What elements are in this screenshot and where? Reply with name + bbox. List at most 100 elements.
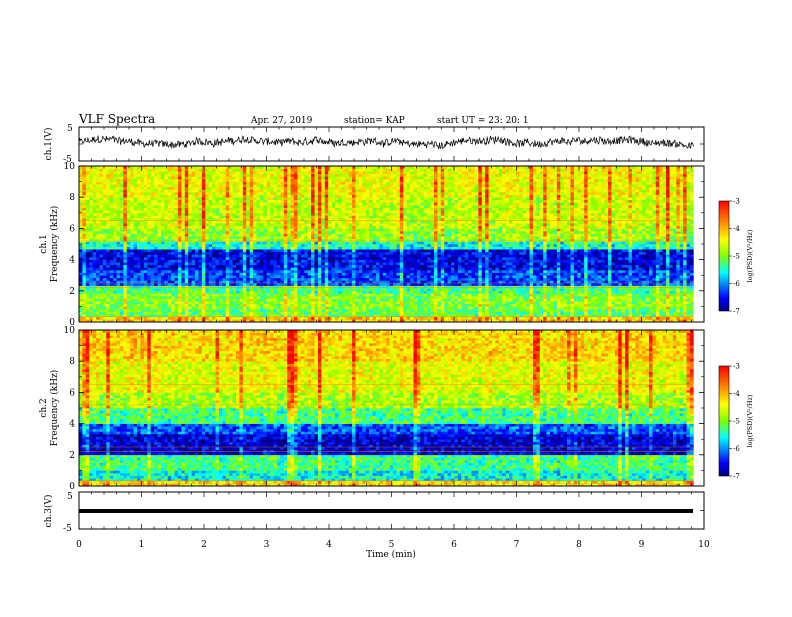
spectrogram-cell [219, 265, 223, 268]
spectrogram-cell [205, 267, 209, 270]
spectrogram-cell [359, 275, 363, 278]
spectrogram-cell [335, 304, 339, 307]
spectrogram-cell [512, 304, 516, 307]
spectrogram-cell [461, 278, 465, 281]
spectrogram-cell [608, 267, 612, 270]
spectrogram-cell [506, 304, 510, 307]
spectrogram-cell [652, 257, 656, 260]
spectrogram-cell [263, 267, 267, 270]
spectrogram-cell [202, 301, 206, 304]
spectrogram-cell [246, 283, 250, 286]
spectrogram-cell [134, 260, 138, 263]
spectrogram-cell [437, 309, 441, 312]
spectrogram-cell [304, 267, 308, 270]
spectrogram-cell [451, 262, 455, 265]
spectrogram-cell [352, 278, 356, 281]
spectrogram-cell [434, 270, 438, 273]
spectrogram-cell [82, 293, 86, 296]
spectrogram-cell [659, 262, 663, 265]
spectrogram-cell [205, 262, 209, 265]
spectrogram-cell [594, 304, 598, 307]
spectrogram-cell [369, 254, 373, 257]
spectrogram-cell [379, 267, 383, 270]
spectrogram-cell [680, 267, 684, 270]
spectrogram-cell [342, 262, 346, 265]
spectrogram-cell [318, 278, 322, 281]
spectrogram-cell [243, 301, 247, 304]
spectrogram-cell [680, 306, 684, 309]
spectrogram-cell [649, 296, 653, 299]
spectrogram-cell [581, 286, 585, 289]
spectrogram-cell [540, 309, 544, 312]
spectrogram-cell [294, 273, 298, 276]
spectrogram-cell [495, 275, 499, 278]
spectrogram-cell [192, 317, 196, 320]
spectrogram-cell [188, 286, 192, 289]
spectrogram-cell [147, 262, 151, 265]
spectrogram-cell [468, 254, 472, 257]
spectrogram-cell [659, 252, 663, 255]
spectrogram-cell [444, 317, 448, 320]
spectrogram-cell [123, 252, 127, 255]
spectrogram-cell [287, 317, 291, 320]
spectrogram-cell [325, 299, 329, 302]
spectrogram-cell [140, 257, 144, 260]
spectrogram-cell [134, 291, 138, 294]
spectrogram-cell [530, 299, 534, 302]
spectrogram-cell [622, 301, 626, 304]
spectrogram-cell [99, 257, 103, 260]
spectrogram-cell [465, 296, 469, 299]
spectrogram-cell [550, 273, 554, 276]
spectrogram-cell [219, 262, 223, 265]
spectrogram-cell [584, 275, 588, 278]
spectrogram-cell [96, 306, 100, 309]
spectrogram-cell [345, 296, 349, 299]
spectrogram-cell [413, 286, 417, 289]
spectrogram-cell [277, 265, 281, 268]
spectrogram-cell [536, 265, 540, 268]
spectrogram-cell [373, 306, 377, 309]
spectrogram-cell [192, 270, 196, 273]
spectrogram-cell [195, 306, 199, 309]
spectrogram-cell [205, 301, 209, 304]
spectrogram-cell [202, 291, 206, 294]
spectrogram-cell [188, 283, 192, 286]
spectrogram-cell [533, 273, 537, 276]
spectrogram-cell [407, 265, 411, 268]
spectrogram-cell [188, 260, 192, 263]
spectrogram-cell [233, 306, 237, 309]
spectrogram-cell [222, 317, 226, 320]
spectrogram-cell [144, 278, 148, 281]
spectrogram-cell [502, 267, 506, 270]
spectrogram-cell [451, 267, 455, 270]
spectrogram-cell [557, 254, 561, 257]
spectrogram-cell [393, 309, 397, 312]
spectrogram-cell [601, 254, 605, 257]
spectrogram-cell [434, 283, 438, 286]
spectrogram-cell [362, 301, 366, 304]
spectrogram-cell [646, 286, 650, 289]
spectrogram-cell [680, 252, 684, 255]
spectrogram-cell [533, 306, 537, 309]
spectrogram-cell [591, 306, 595, 309]
spectrogram-cell [420, 283, 424, 286]
spectrogram-cell [140, 254, 144, 257]
spectrogram-cell [308, 283, 312, 286]
spectrogram-cell [113, 278, 117, 281]
spectrogram-cell [690, 304, 694, 307]
spectrogram-cell [308, 286, 312, 289]
spectrogram-cell [673, 304, 677, 307]
spectrogram-cell [195, 291, 199, 294]
spectrogram-cell [212, 312, 216, 315]
spectrogram-cell [475, 288, 479, 291]
spectrogram-cell [308, 270, 312, 273]
spectrogram-cell [427, 275, 431, 278]
spectrogram-cell [369, 309, 373, 312]
spectrogram-cell [147, 309, 151, 312]
spectrogram-cell [482, 273, 486, 276]
spectrogram-cell [601, 301, 605, 304]
spectrogram-cell [588, 275, 592, 278]
spectrogram-cell [284, 299, 288, 302]
spectrogram-cell [550, 257, 554, 260]
spectrogram-cell [338, 312, 342, 315]
